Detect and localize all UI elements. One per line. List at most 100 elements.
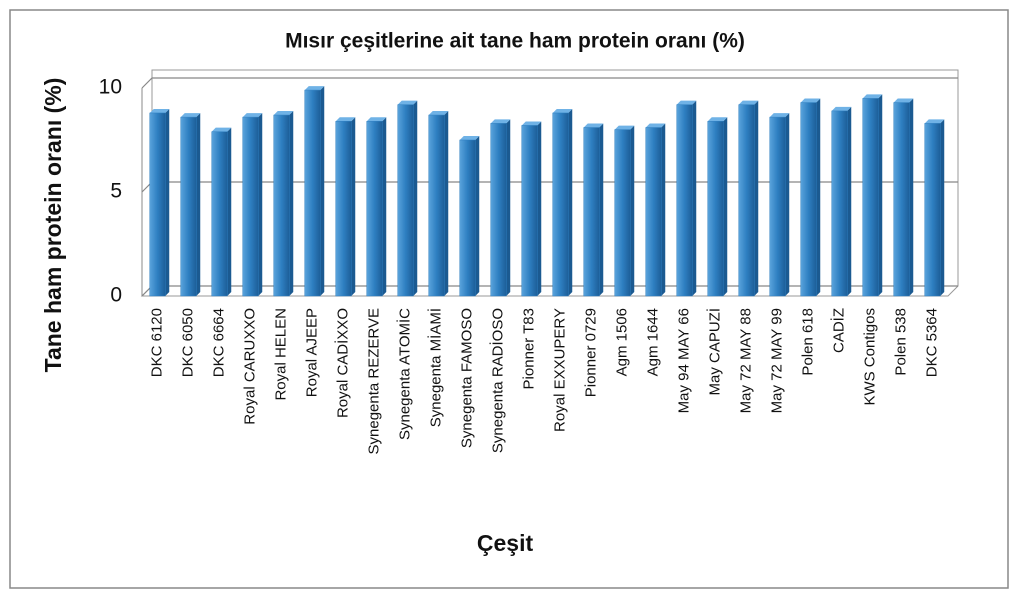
chart-title: Mısır çeşitlerine ait tane ham protein o… [285, 30, 745, 53]
x-tick-label: Synegenta MİAMİ [426, 308, 444, 427]
y-tick-label: 0 [110, 284, 122, 307]
bar-top [459, 136, 480, 140]
bar [335, 121, 352, 297]
x-tick-label: Synegenta ATOMİC [395, 308, 413, 440]
bar-side [382, 117, 387, 296]
bar-side [537, 121, 542, 296]
bar-top [304, 86, 325, 91]
y-tick-label: 5 [110, 180, 122, 203]
bar-side [909, 98, 914, 296]
bar [645, 127, 662, 297]
bar-side [351, 117, 356, 296]
bar-top [552, 108, 573, 113]
bar [304, 89, 321, 297]
x-tick-label: Royal AJEEP [303, 308, 320, 397]
x-tick-label: Synegenta REZERVE [365, 308, 382, 454]
bar [676, 104, 693, 297]
x-tick-label: Royal CADİXXO [333, 308, 351, 418]
x-tick-label: DKC 6120 [148, 308, 165, 377]
bar-side [506, 119, 511, 296]
bar-top [490, 119, 511, 124]
x-tick-label: Agm 1644 [644, 308, 661, 376]
x-tick-label: Pionner 0729 [582, 308, 599, 397]
bar-top [149, 108, 170, 113]
bar-top [273, 111, 294, 116]
bar-top [676, 100, 697, 105]
bar [893, 102, 910, 297]
bar-top [862, 94, 883, 99]
bar-side [258, 113, 263, 297]
bar-top [180, 113, 201, 118]
bar [862, 98, 879, 297]
x-tick-label: May 72 MAY 88 [737, 308, 754, 413]
bar-top [893, 98, 914, 103]
x-tick-label: Royal CARUXXO [241, 308, 258, 425]
bar-top [800, 98, 821, 103]
bar-top [211, 127, 232, 132]
bar [769, 116, 786, 297]
bar-top [738, 100, 759, 105]
x-tick-label: Synegenta FAMOSO [458, 308, 475, 448]
bar-top [428, 111, 449, 116]
bar-top [335, 117, 356, 122]
bar [614, 129, 631, 297]
x-tick-label: Polen 538 [892, 308, 909, 376]
bar [800, 102, 817, 297]
bar-top [583, 123, 604, 128]
bar [211, 131, 228, 297]
bar-side [320, 86, 325, 296]
bar-side [847, 106, 852, 296]
bar [149, 112, 166, 297]
x-tick-label: Pionner T83 [520, 308, 537, 389]
bar [521, 125, 538, 297]
bar-top [366, 117, 387, 122]
x-tick-label: May 72 MAY 99 [768, 308, 785, 413]
bar-top [831, 106, 852, 111]
x-tick-label: DKC 5364 [923, 308, 940, 377]
x-tick-label: Polen 618 [799, 308, 816, 376]
bar [180, 116, 197, 297]
bar-side [878, 94, 883, 297]
x-tick-label: May 94 MAY 66 [675, 308, 692, 413]
bar-top [769, 113, 790, 118]
y-axis-title: Tane ham protein oranı (%) [40, 78, 66, 373]
bar [738, 104, 755, 297]
bar-side [599, 123, 604, 297]
x-tick-label: May CAPUZİ [705, 308, 723, 396]
x-tick-label: Synegenta RADİOSO [488, 308, 506, 453]
bar [366, 121, 383, 297]
bar-side [227, 127, 232, 297]
bar-side [785, 113, 790, 297]
x-tick-label: Royal HELEN [272, 308, 289, 401]
bar-side [630, 125, 635, 296]
bar-side [568, 108, 573, 297]
bar [552, 112, 569, 297]
bar-side [940, 119, 945, 296]
bar [583, 127, 600, 297]
x-axis-title: Çeşit [477, 530, 534, 556]
x-tick-label: CADİZ [829, 308, 847, 353]
bar-top [242, 113, 263, 118]
bar-top [645, 123, 666, 128]
x-tick-label: DKC 6664 [210, 308, 227, 377]
bar [490, 123, 507, 297]
bar [459, 139, 476, 297]
bar [273, 114, 290, 297]
bar [924, 123, 941, 297]
bar-side [723, 117, 728, 296]
bar [242, 116, 259, 297]
bar-top [707, 117, 728, 122]
y-tick-label: 10 [99, 76, 122, 99]
bar-side [165, 108, 170, 297]
bar-side [816, 98, 821, 296]
bar-side [475, 136, 480, 296]
bar [831, 110, 848, 297]
bar-side [196, 113, 201, 297]
grid-line [141, 77, 958, 89]
bar [707, 121, 724, 297]
bar-side [413, 100, 418, 296]
x-tick-label: KWS Contigos [861, 308, 878, 406]
x-tick-label: DKC 6050 [179, 308, 196, 377]
bar-top [521, 121, 542, 126]
